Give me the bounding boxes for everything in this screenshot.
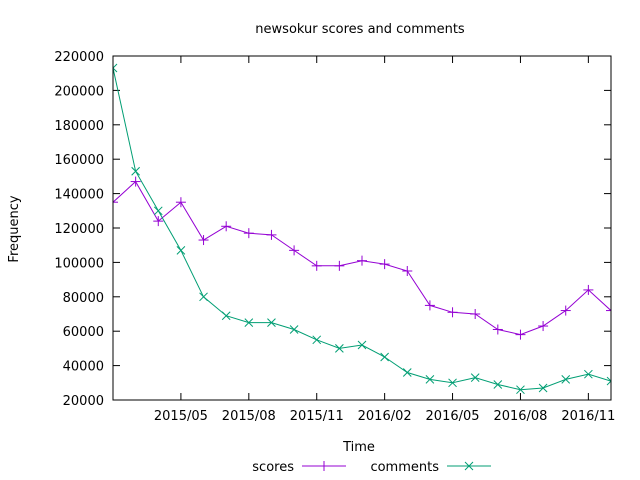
y-tick-label: 120000 (54, 222, 104, 237)
x-tick-label: 2015/05 (154, 409, 208, 424)
data-point-comments (357, 340, 367, 350)
data-point-scores (515, 329, 526, 340)
data-point-comments (425, 375, 435, 384)
y-tick-label: 20000 (63, 394, 104, 409)
data-point-scores (379, 259, 390, 270)
legend-marker-comments (464, 461, 474, 471)
data-point-scores (424, 300, 435, 311)
y-tick-label: 160000 (54, 153, 104, 168)
series-line-comments (113, 67, 611, 391)
y-tick-label: 180000 (54, 119, 104, 134)
data-point-comments (402, 368, 412, 377)
data-point-scores (175, 197, 186, 208)
data-point-comments (267, 318, 276, 327)
data-point-scores (583, 284, 594, 295)
y-tick-label: 60000 (63, 325, 104, 340)
data-point-scores (113, 197, 118, 208)
x-tick-label: 2015/11 (290, 409, 344, 424)
data-point-comments (516, 385, 525, 395)
x-axis-label: Time (342, 440, 375, 455)
data-point-comments (289, 325, 299, 334)
series-comments (113, 63, 611, 395)
data-point-scores (153, 216, 164, 227)
y-tick-label: 220000 (54, 50, 104, 65)
data-point-comments (538, 383, 548, 393)
data-point-comments (221, 311, 231, 321)
series-scores (113, 176, 611, 340)
legend: scores comments (252, 460, 491, 475)
data-point-scores (198, 235, 209, 246)
legend-marker-scores (319, 461, 329, 471)
data-point-comments (153, 206, 163, 216)
data-point-comments (448, 378, 457, 388)
data-point-scores (402, 266, 413, 276)
data-point-scores (311, 260, 322, 271)
data-point-scores (289, 245, 300, 256)
data-point-scores (266, 229, 277, 240)
x-tick-label: 2016/02 (358, 409, 412, 424)
data-point-scores (130, 176, 141, 187)
plot-area: 20000 40000 60000 80000 100000 120000 140000 16… (54, 50, 615, 424)
data-point-comments (470, 373, 480, 382)
plot-frame (112, 55, 612, 401)
data-point-scores (606, 305, 611, 316)
data-point-comments (561, 375, 571, 384)
y-tick-label: 100000 (54, 256, 104, 271)
data-point-comments (244, 318, 254, 327)
data-point-scores (334, 260, 345, 271)
chart-title: newsokur scores and comments (255, 22, 465, 37)
data-point-scores (357, 255, 367, 266)
data-point-comments (199, 292, 208, 302)
x-tick-label: 2016/05 (426, 409, 480, 424)
data-point-comments (113, 63, 118, 73)
y-tick-label: 140000 (54, 188, 104, 203)
data-point-scores (538, 321, 549, 332)
x-tick-label: 2015/08 (222, 409, 276, 424)
data-point-scores (447, 307, 458, 318)
x-tick-label: 2016/11 (561, 409, 615, 424)
data-point-scores (243, 228, 254, 239)
y-tick-label: 80000 (63, 291, 104, 306)
legend-label-scores: scores (252, 460, 294, 475)
data-point-comments (176, 246, 186, 255)
data-point-scores (470, 309, 481, 319)
data-point-comments (335, 344, 344, 353)
data-point-comments (584, 369, 593, 379)
y-axis-label: Frequency (7, 195, 22, 262)
data-point-comments (312, 335, 322, 345)
legend-label-comments: comments (370, 460, 439, 475)
data-point-scores (560, 305, 571, 316)
data-point-comments (131, 166, 140, 176)
data-point-comments (493, 380, 503, 389)
data-point-scores (492, 324, 503, 335)
data-point-comments (606, 376, 611, 386)
y-tick-label: 40000 (63, 360, 104, 375)
data-point-comments (380, 352, 389, 362)
y-tick-label: 200000 (54, 84, 104, 99)
x-tick-label: 2016/08 (493, 409, 547, 424)
data-point-scores (221, 221, 232, 232)
